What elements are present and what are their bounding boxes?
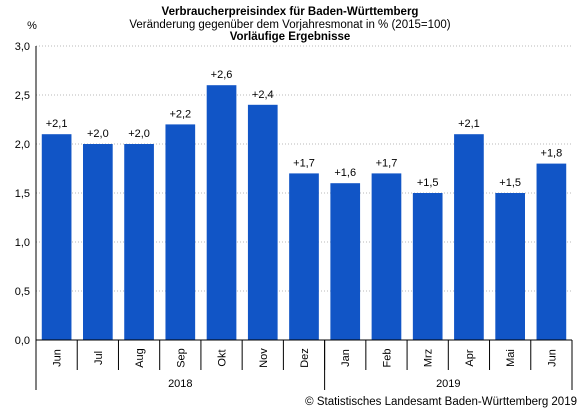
x-tick-label: Jul: [93, 351, 105, 365]
x-tick-label: Jun: [546, 349, 558, 367]
data-label: +2,4: [252, 89, 274, 101]
data-label: +2,2: [169, 108, 191, 120]
chart-subtitle: Veränderung gegenüber dem Vorjahresmonat…: [129, 19, 450, 31]
x-tick-label: Sep: [175, 348, 187, 368]
bar: [536, 163, 567, 340]
bar: [412, 193, 443, 340]
x-tick-label: Okt: [217, 349, 229, 366]
y-axis-unit-label: %: [27, 20, 37, 32]
bar: [247, 104, 278, 340]
x-tick-label: Jan: [340, 349, 352, 367]
x-tick-label: Jun: [52, 349, 64, 367]
bars: [41, 85, 567, 341]
x-tick-label: Apr: [464, 349, 476, 366]
bar: [371, 173, 402, 340]
data-label: +2,1: [458, 118, 480, 130]
y-tick-label: 2,5: [15, 90, 30, 102]
bar: [165, 124, 196, 341]
source-note: © Statistisches Landesamt Baden-Württemb…: [305, 396, 577, 408]
data-label: +2,1: [46, 118, 68, 130]
year-group-label: 2019: [436, 378, 460, 390]
x-tick-labels: Jun Jul Aug Sep Okt Nov Dez Jan Feb Mrz Apr Mai Jun: [52, 348, 559, 368]
bar: [289, 173, 319, 340]
x-tick-label: Mai: [505, 349, 517, 367]
year-group-label: 2018: [168, 378, 192, 390]
year-group-labels: 2018 2019: [168, 378, 460, 390]
bar: [454, 134, 484, 340]
data-label: +1,6: [334, 167, 356, 179]
bar: [41, 134, 72, 340]
y-tick-label: 1,0: [15, 237, 30, 249]
y-tick-label: 2,0: [15, 139, 30, 151]
data-label: +2,6: [211, 69, 233, 81]
data-label: +1,8: [541, 148, 563, 160]
data-label: +1,7: [376, 157, 398, 169]
y-tick-label: 1,5: [15, 188, 30, 200]
y-tick-label: 0,0: [15, 335, 30, 347]
x-tick-label: Aug: [134, 348, 146, 368]
bar: [330, 183, 361, 340]
bar: [83, 144, 113, 340]
x-tick-label: Nov: [258, 348, 270, 368]
y-tick-labels: 0,0 0,5 1,0 1,5 2,0 2,5 3,0: [15, 41, 30, 347]
bar: [124, 144, 154, 340]
x-tick-label: Dez: [299, 348, 311, 368]
data-label: +1,5: [417, 177, 439, 189]
bar: [495, 193, 525, 340]
x-tick-label: Mrz: [423, 349, 435, 367]
data-label: +1,7: [293, 157, 315, 169]
data-label: +1,5: [499, 177, 521, 189]
chart-subtitle-preliminary: Vorläufige Ergebnisse: [230, 31, 351, 43]
data-label: +2,0: [128, 128, 150, 140]
y-tick-label: 3,0: [15, 41, 30, 53]
x-tick-label: Feb: [381, 349, 393, 368]
y-tick-label: 0,5: [15, 286, 30, 298]
chart-title: Verbraucherpreisindex für Baden-Württemb…: [162, 6, 419, 18]
axes: [35, 46, 573, 390]
data-label: +2,0: [87, 128, 109, 140]
bar: [206, 85, 237, 340]
data-labels: +2,1 +2,0 +2,0 +2,2 +2,6 +2,4 +1,7 +1,6 +1,7 +1,5…: [46, 69, 562, 189]
